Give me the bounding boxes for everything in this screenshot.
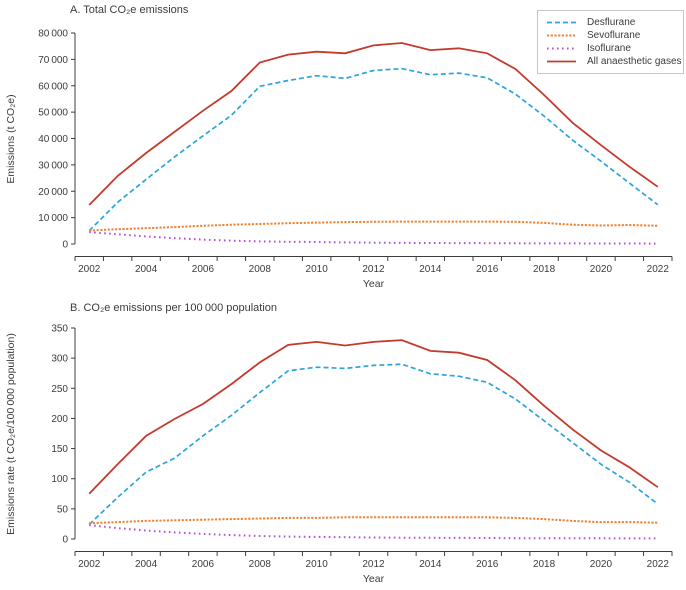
y-axis: 0 50 100 150 200 250 300 350 (51, 324, 76, 546)
legend-item-all-anaesthetic-gases: All anaesthetic gases (547, 55, 682, 68)
legend-line-sample (547, 34, 576, 37)
series-all-anaesthetic-gases (88, 339, 659, 495)
y-tick-label: 20 000 (38, 187, 68, 198)
y-tick-label: 60 000 (38, 81, 68, 92)
x-tick-label: 2018 (533, 264, 556, 275)
series-desflurane (88, 67, 659, 232)
y-tick-label: 250 (51, 384, 68, 395)
panel-b-title: B. CO₂e emissions per 100 000 population (70, 302, 278, 314)
series-isoflurane (89, 524, 658, 540)
legend-item-desflurane: Desflurane (547, 16, 679, 29)
legend-label: All anaesthetic gases (587, 56, 682, 67)
panel-a-x-axis-title: Year (362, 278, 385, 290)
legend-label: Isoflurane (587, 43, 631, 54)
series-isoflurane (89, 231, 658, 245)
legend-line-sample (547, 60, 576, 63)
x-axis: 2002 2004 2006 2008 2010 2012 2014 2016 2018 2020… (74, 551, 673, 570)
series-sevoflurane (89, 220, 658, 232)
x-tick-label: 2012 (362, 264, 385, 275)
legend-item-sevoflurane: Sevoflurane (547, 29, 679, 42)
x-tick-label: 2016 (476, 264, 499, 275)
y-tick-label: 40 000 (38, 134, 68, 145)
x-tick-label: 2008 (249, 264, 272, 275)
x-tick-label: 2004 (135, 559, 158, 570)
series-sevoflurane (89, 516, 658, 525)
legend-label: Sevoflurane (587, 30, 641, 41)
legend: Desflurane Sevoflurane Isoflurane All anaes… (537, 10, 684, 74)
y-tick-label: 50 000 (38, 108, 68, 119)
x-tick-label: 2004 (135, 264, 158, 275)
y-tick-label: 150 (51, 444, 68, 455)
x-axis: 2002 2004 2006 2008 2010 2012 2014 2016 2018 2020… (74, 256, 673, 275)
y-tick-label: 350 (51, 324, 68, 335)
x-tick-label: 2020 (590, 264, 613, 275)
y-axis: 0 10 000 20 000 30 000 40 000 50 000 60 000 70 … (38, 29, 76, 251)
panel-a: A. Total CO₂e emissions Emissions (t CO₂… (5, 4, 684, 290)
x-tick-label: 2020 (590, 559, 613, 570)
x-tick-label: 2012 (362, 559, 385, 570)
panel-b-plot: 0 50 100 150 200 250 300 350 2002 2004 2006 2008 201… (51, 324, 673, 570)
x-tick-label: 2006 (192, 559, 215, 570)
x-tick-label: 2022 (647, 264, 670, 275)
x-tick-label: 2002 (78, 264, 101, 275)
y-tick-label: 0 (62, 240, 68, 251)
panel-b: B. CO₂e emissions per 100 000 population… (0, 295, 686, 590)
panel-b-x-axis-title: Year (362, 573, 385, 585)
x-tick-label: 2010 (306, 559, 329, 570)
y-tick-label: 100 (51, 474, 68, 485)
x-tick-label: 2010 (306, 264, 329, 275)
panel-a-title: A. Total CO₂e emissions (70, 4, 189, 16)
y-tick-label: 30 000 (38, 160, 68, 171)
legend-line-sample (547, 21, 576, 24)
legend-label: Desflurane (587, 17, 636, 28)
series-all-anaesthetic-gases (88, 42, 659, 206)
legend-line-sample (547, 47, 576, 50)
x-tick-label: 2014 (419, 559, 442, 570)
legend-item-isoflurane: Isoflurane (547, 42, 679, 55)
y-tick-label: 50 (57, 504, 69, 515)
y-tick-label: 300 (51, 354, 68, 365)
y-tick-label: 80 000 (38, 29, 68, 40)
x-tick-label: 2008 (249, 559, 272, 570)
y-tick-label: 70 000 (38, 55, 68, 66)
panel-a-plot: 0 10 000 20 000 30 000 40 000 50 000 60 000 70 … (38, 29, 673, 275)
series-desflurane (88, 363, 659, 526)
x-tick-label: 2018 (533, 559, 556, 570)
x-tick-label: 2002 (78, 559, 101, 570)
x-tick-label: 2014 (419, 264, 442, 275)
x-tick-label: 2016 (476, 559, 499, 570)
y-tick-label: 0 (62, 535, 68, 546)
x-tick-label: 2006 (192, 264, 215, 275)
y-tick-label: 10 000 (38, 213, 68, 224)
y-tick-label: 200 (51, 414, 68, 425)
x-tick-label: 2022 (647, 559, 670, 570)
